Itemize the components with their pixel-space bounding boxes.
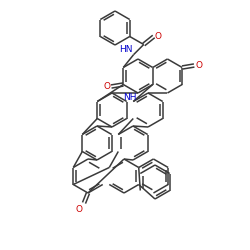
Text: HN: HN [119, 44, 133, 54]
Text: O: O [195, 61, 202, 70]
Text: O: O [103, 82, 110, 91]
Text: O: O [76, 205, 83, 214]
Text: O: O [155, 32, 162, 41]
Text: NH: NH [123, 92, 137, 102]
